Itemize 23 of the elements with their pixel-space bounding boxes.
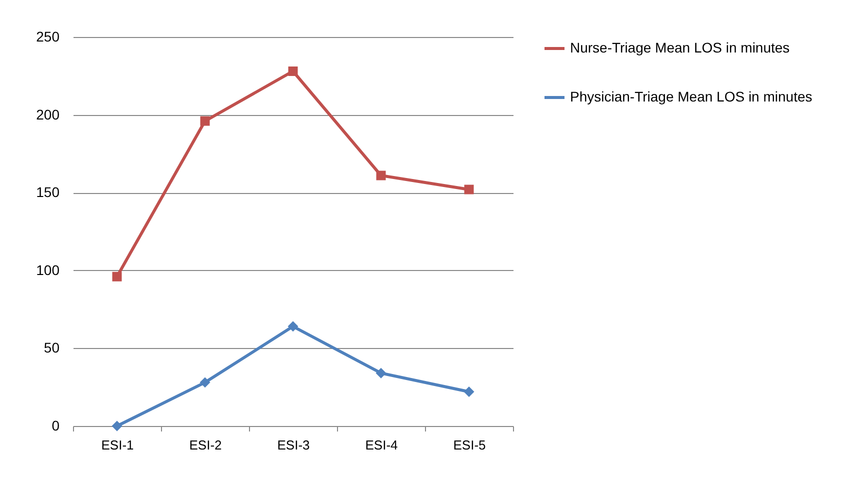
x-tick-label: ESI-4 [365, 438, 398, 452]
legend-label: Nurse-Triage Mean LOS in minutes [570, 40, 790, 56]
x-tick-label: ESI-3 [277, 438, 310, 452]
legend-label: Physician-Triage Mean LOS in minutes [570, 88, 812, 104]
y-tick-label: 200 [36, 106, 60, 122]
x-tick-label: ESI-2 [189, 438, 222, 452]
point [288, 66, 298, 76]
y-tick-label: 100 [36, 262, 60, 278]
point [112, 272, 122, 282]
point [200, 116, 210, 126]
point [376, 170, 386, 180]
point [112, 420, 122, 432]
y-tick-label: 150 [36, 184, 60, 200]
point [288, 321, 298, 332]
y-tick-label: 250 [36, 28, 60, 44]
point [464, 184, 474, 194]
point [200, 377, 210, 388]
y-tick-label: 50 [44, 340, 60, 356]
x-tick-label: ESI-5 [453, 438, 486, 452]
point [464, 386, 474, 398]
point [376, 368, 386, 378]
y-tick-label: 0 [52, 418, 60, 434]
x-tick-label: ESI-1 [101, 438, 134, 452]
